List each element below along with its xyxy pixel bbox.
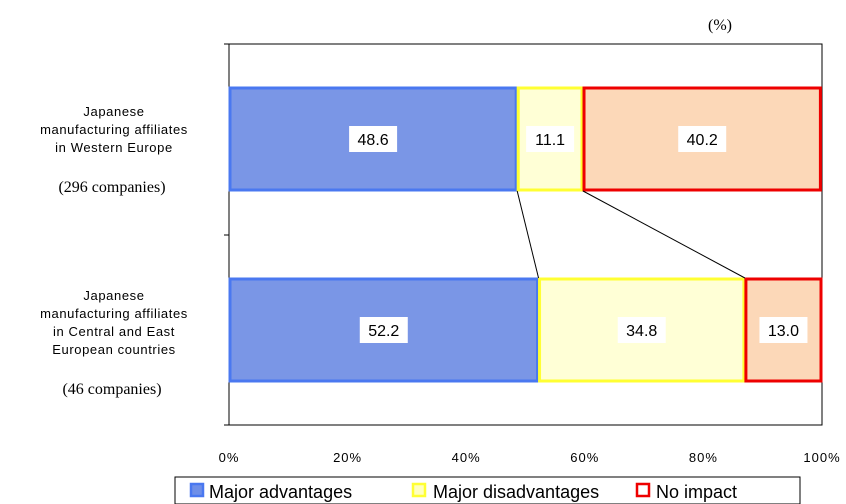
- data-label: 40.2: [687, 132, 718, 149]
- data-label-box: [617, 317, 666, 343]
- data-label: 13.0: [768, 323, 799, 340]
- legend-box: [174, 476, 801, 504]
- category-label-line: Japanese: [83, 288, 144, 303]
- series-line: [516, 190, 540, 279]
- legend-label: Major disadvantages: [433, 482, 599, 502]
- legend-label: No impact: [656, 482, 737, 502]
- x-tick-label: 100%: [803, 450, 840, 465]
- legend-swatch: [411, 482, 427, 498]
- x-tick-label: 20%: [333, 450, 362, 465]
- x-tick-label: 80%: [689, 450, 718, 465]
- unit-label: (%): [708, 17, 732, 34]
- category-label-line: in Central and East: [53, 324, 175, 339]
- data-label-box: [759, 317, 808, 343]
- bar-segment: [228, 277, 540, 383]
- category-label-line: European countries: [52, 342, 176, 357]
- data-label-box: [678, 126, 727, 152]
- category-company-count: (46 companies): [62, 381, 161, 398]
- legend-label: Major advantages: [209, 482, 352, 502]
- data-label: 48.6: [358, 132, 389, 149]
- x-tick-label: 60%: [570, 450, 599, 465]
- series-line: [582, 190, 746, 279]
- category-label-line: Japanese: [83, 104, 144, 119]
- data-label-box: [359, 317, 408, 343]
- data-label: 34.8: [626, 323, 657, 340]
- data-label-box: [349, 126, 398, 152]
- category-label-line: in Western Europe: [55, 140, 173, 155]
- category-label-line: manufacturing affiliates: [40, 122, 188, 137]
- legend-swatch: [635, 482, 651, 498]
- category-company-count: (296 companies): [58, 179, 165, 196]
- data-label-box: [526, 126, 575, 152]
- data-label: 11.1: [535, 132, 565, 149]
- x-tick-label: 40%: [452, 450, 481, 465]
- data-label: 52.2: [368, 323, 399, 340]
- bar-segment: [744, 277, 823, 383]
- x-tick-label: 0%: [219, 450, 240, 465]
- legend-swatch: [189, 482, 205, 498]
- category-label-line: manufacturing affiliates: [40, 306, 188, 321]
